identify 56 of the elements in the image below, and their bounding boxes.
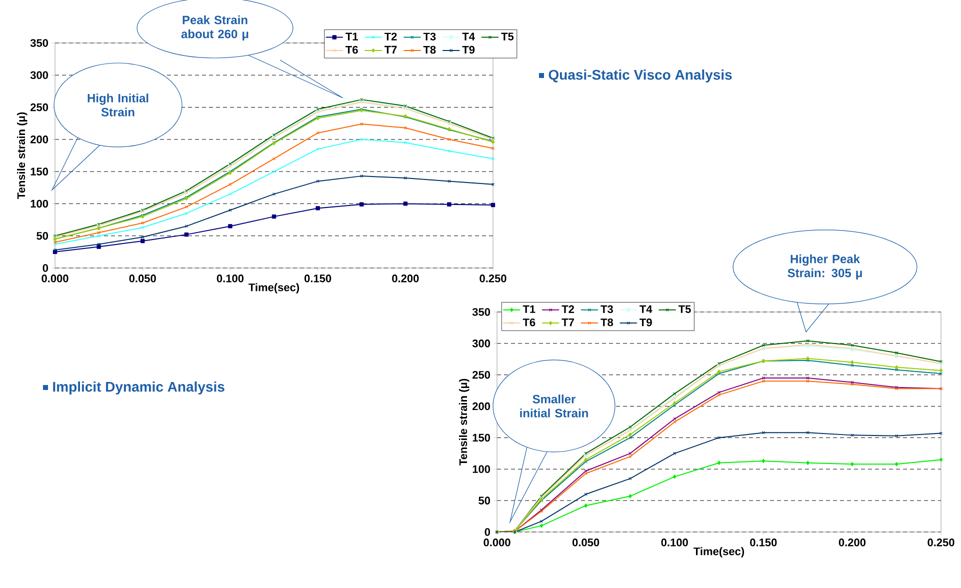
annotation: High Initial Strain: [88, 94, 148, 116]
x-tick-label: 0.000: [484, 538, 510, 546]
y-tick-label: 50: [478, 496, 490, 504]
y-tick-label: 100: [30, 200, 48, 208]
y-tick-label: 200: [472, 402, 490, 410]
legend-label: T7: [562, 318, 574, 326]
x-tick-label: 0.050: [572, 538, 600, 546]
y-tick-label: 250: [472, 370, 490, 379]
x-axis-title: Time(sec): [694, 547, 744, 558]
x-tick-label: 0.250: [928, 538, 954, 546]
y-tick-label: 350: [30, 39, 48, 47]
text: Implicit Dynamic Analysis: [53, 381, 224, 395]
x-tick-label: 0.100: [661, 538, 688, 546]
legend-label: T2: [384, 32, 397, 40]
legend-label: T9: [462, 46, 475, 54]
y-tick-label: 50: [36, 232, 48, 240]
x-tick-label: 0.200: [392, 274, 419, 282]
legend-label: T3: [423, 32, 436, 40]
y-axis-title: Tensile strain (μ): [459, 378, 470, 466]
x-axis-title: Time(sec): [248, 283, 300, 294]
text: Higher Peak Strain: 305 μ: [788, 254, 862, 280]
y-tick-label: 150: [30, 168, 48, 176]
y-tick-label: 0: [484, 528, 490, 536]
annotation: Smaller initial Strain: [520, 394, 588, 418]
x-tick-label: 0.250: [480, 274, 506, 282]
legend-label: T6: [346, 46, 358, 54]
y-tick-label: 0: [42, 264, 48, 272]
x-tick-label: 0.150: [750, 538, 777, 546]
y-tick-label: 100: [472, 465, 490, 474]
y-axis-title: Tensile strain (μ): [17, 112, 28, 199]
x-tick-label: 0.200: [838, 538, 866, 546]
text: Quasi-Static Visco Analysis: [548, 69, 732, 83]
legend-label: T6: [522, 318, 536, 326]
y-tick-label: 200: [30, 136, 48, 144]
legend-label: T1: [346, 32, 358, 40]
y-tick-label: 250: [30, 103, 48, 112]
y-tick-label: 300: [30, 71, 48, 80]
legend-label: T5: [501, 32, 514, 40]
text: Peak Strain about 260 μ: [181, 15, 248, 41]
x-tick-label: 0.100: [216, 274, 244, 282]
legend-label: T9: [640, 318, 652, 326]
y-tick-label: 300: [472, 340, 490, 348]
legend-label: T5: [678, 305, 691, 314]
legend-label: T4: [462, 32, 475, 40]
legend-label: T8: [423, 46, 436, 54]
x-tick-label: 0.150: [304, 274, 332, 282]
y-tick-label: 150: [472, 434, 490, 442]
legend-label: T4: [640, 305, 652, 313]
x-tick-label: 0.000: [42, 274, 68, 282]
legend-label: T1: [522, 305, 536, 313]
legend-label: T7: [384, 46, 397, 54]
legend-label: T2: [562, 305, 574, 313]
x-tick-label: 0.050: [129, 274, 156, 282]
legend-label: T8: [600, 318, 614, 326]
legend-label: T3: [600, 305, 613, 314]
y-tick-label: 350: [472, 308, 490, 316]
